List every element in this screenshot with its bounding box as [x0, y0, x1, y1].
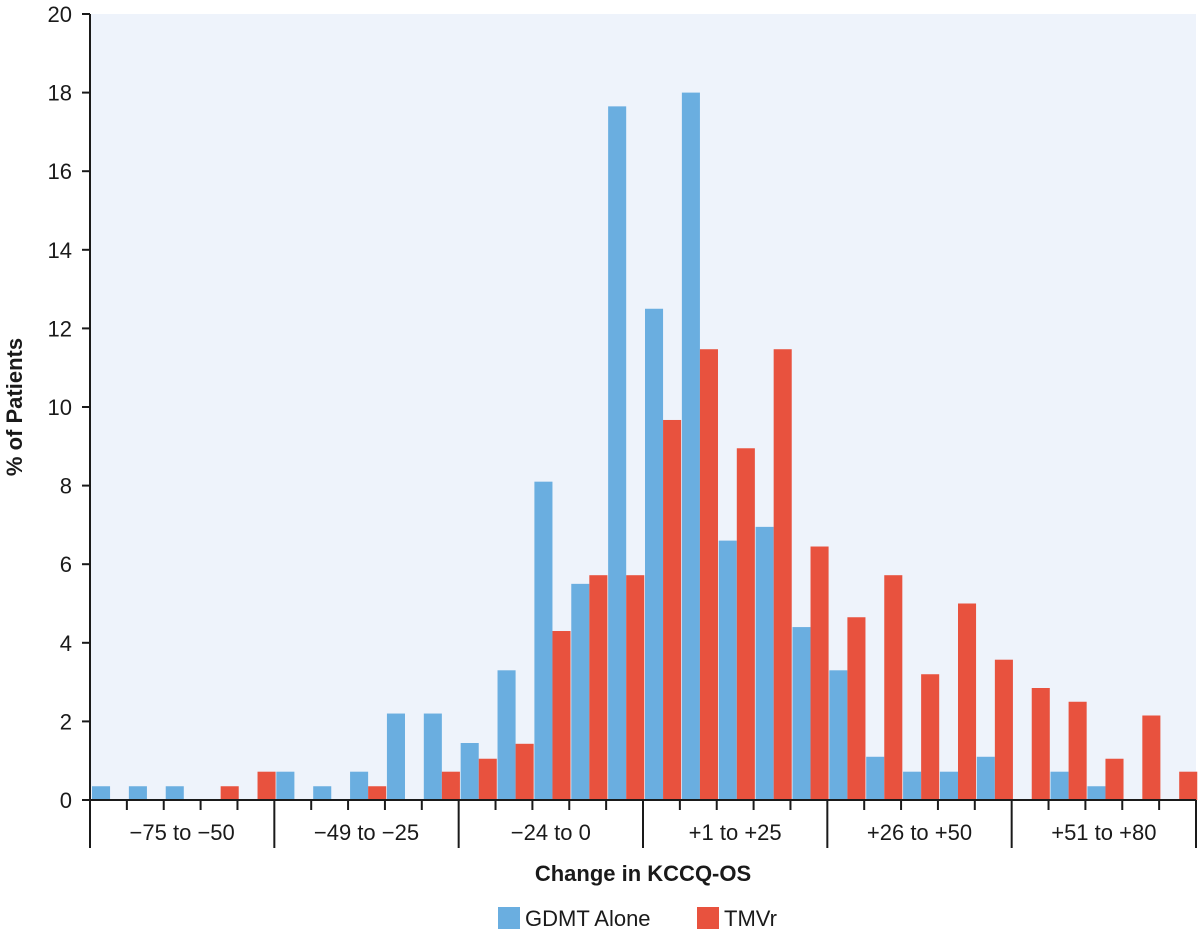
- bar-gdmt-0: [92, 786, 111, 800]
- bar-tmvr-20: [847, 617, 866, 800]
- bar-gdmt-12: [534, 481, 553, 800]
- bar-gdmt-19: [792, 627, 811, 800]
- bar-gdmt-14: [608, 106, 627, 801]
- bar-gdmt-21: [866, 756, 885, 800]
- bar-tmvr-29: [1179, 771, 1198, 800]
- y-axis-title: % of Patients: [2, 338, 27, 476]
- bar-gdmt-20: [829, 670, 848, 800]
- bar-gdmt-11: [497, 670, 516, 800]
- x-group-label-2: −24 to 0: [511, 820, 591, 845]
- bar-gdmt-23: [939, 771, 958, 800]
- bar-tmvr-26: [1068, 701, 1087, 800]
- bar-tmvr-19: [810, 546, 829, 800]
- bar-tmvr-22: [921, 674, 940, 800]
- bar-gdmt-2: [165, 786, 184, 800]
- bars-layer: [92, 92, 1198, 801]
- bar-tmvr-7: [368, 786, 387, 800]
- bar-gdmt-16: [681, 92, 700, 801]
- x-group-label-0: −75 to −50: [130, 820, 235, 845]
- y-tick-label-14: 14: [48, 238, 72, 263]
- bar-gdmt-6: [313, 786, 332, 800]
- bar-tmvr-27: [1105, 758, 1124, 800]
- legend-label-0: GDMT Alone: [525, 906, 651, 931]
- y-tick-label-0: 0: [60, 788, 72, 813]
- bar-tmvr-13: [589, 575, 608, 800]
- bar-gdmt-5: [276, 771, 295, 800]
- bar-tmvr-25: [1031, 688, 1050, 800]
- bar-gdmt-15: [645, 308, 664, 800]
- x-ticks-layer: −75 to −50 −49 to −25 −24 to 0 +1 to +25 +26…: [125, 800, 1197, 848]
- x-group-label-5: +51 to +80: [1051, 820, 1156, 845]
- bar-tmvr-14: [626, 575, 645, 800]
- legend-label-1: TMVr: [724, 906, 777, 931]
- bar-tmvr-21: [884, 575, 903, 800]
- y-tick-label-10: 10: [48, 395, 72, 420]
- bar-gdmt-22: [903, 771, 922, 800]
- bar-gdmt-24: [976, 756, 995, 800]
- legend: GDMT Alone TMVr: [498, 906, 777, 931]
- x-group-label-3: +1 to +25: [689, 820, 782, 845]
- x-group-label-1: −49 to −25: [314, 820, 419, 845]
- bar-gdmt-26: [1050, 771, 1069, 800]
- bar-tmvr-17: [736, 448, 755, 800]
- bar-tmvr-15: [663, 419, 682, 800]
- y-tick-label-20: 20: [48, 2, 72, 27]
- bar-tmvr-3: [220, 786, 239, 800]
- bar-gdmt-18: [755, 526, 774, 800]
- bar-gdmt-9: [423, 713, 442, 800]
- x-group-label-4: +26 to +50: [867, 820, 972, 845]
- bar-tmvr-11: [515, 743, 534, 800]
- y-ticks-layer: 0 2 4 6 8 10 12 14 16 18 20: [48, 2, 90, 813]
- legend-swatch-0: [498, 907, 520, 929]
- y-tick-label-8: 8: [60, 474, 72, 499]
- legend-swatch-1: [697, 907, 719, 929]
- bar-tmvr-16: [699, 349, 718, 800]
- bar-tmvr-12: [552, 631, 571, 800]
- bar-tmvr-18: [773, 349, 792, 800]
- bar-tmvr-9: [441, 771, 460, 800]
- bar-gdmt-27: [1087, 786, 1106, 800]
- bar-gdmt-1: [128, 786, 147, 800]
- y-tick-label-2: 2: [60, 709, 72, 734]
- bar-tmvr-24: [994, 659, 1013, 800]
- bar-gdmt-8: [386, 713, 405, 800]
- bar-gdmt-7: [350, 771, 369, 800]
- bar-tmvr-28: [1142, 715, 1161, 800]
- y-tick-label-12: 12: [48, 316, 72, 341]
- y-tick-label-16: 16: [48, 159, 72, 184]
- y-tick-label-6: 6: [60, 552, 72, 577]
- bar-gdmt-10: [460, 743, 479, 800]
- bar-tmvr-10: [478, 758, 497, 800]
- bar-gdmt-17: [718, 540, 737, 800]
- bar-tmvr-23: [958, 603, 977, 800]
- y-tick-label-4: 4: [60, 631, 72, 656]
- bar-gdmt-13: [571, 583, 590, 800]
- x-axis-title: Change in KCCQ-OS: [535, 861, 751, 886]
- bar-tmvr-4: [257, 771, 276, 800]
- y-tick-label-18: 18: [48, 81, 72, 106]
